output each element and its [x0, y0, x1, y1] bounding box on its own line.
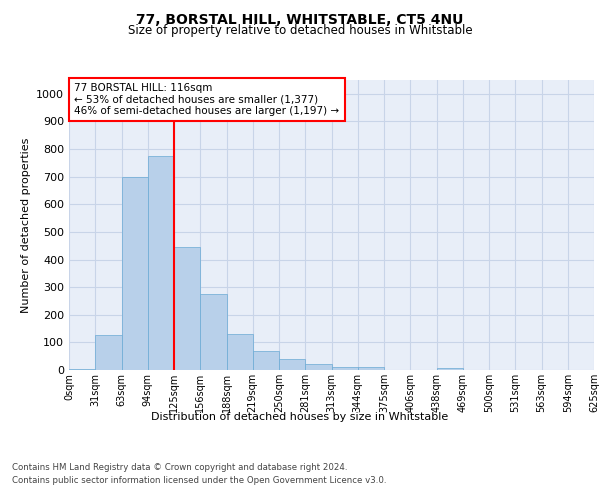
Bar: [358, 367, 384, 370]
Bar: [279, 359, 305, 370]
Text: Contains public sector information licensed under the Open Government Licence v3: Contains public sector information licen…: [12, 476, 386, 485]
Bar: [200, 294, 227, 370]
Bar: [148, 156, 174, 370]
Bar: [331, 366, 358, 370]
Bar: [121, 176, 148, 370]
Bar: [437, 368, 463, 370]
Text: 77 BORSTAL HILL: 116sqm
← 53% of detached houses are smaller (1,377)
46% of semi: 77 BORSTAL HILL: 116sqm ← 53% of detache…: [74, 83, 340, 116]
Bar: [95, 336, 121, 370]
Bar: [174, 247, 200, 370]
Text: Size of property relative to detached houses in Whitstable: Size of property relative to detached ho…: [128, 24, 472, 37]
Y-axis label: Number of detached properties: Number of detached properties: [20, 138, 31, 312]
Text: 77, BORSTAL HILL, WHITSTABLE, CT5 4NU: 77, BORSTAL HILL, WHITSTABLE, CT5 4NU: [136, 12, 464, 26]
Bar: [305, 364, 331, 370]
Bar: [253, 350, 279, 370]
Text: Contains HM Land Registry data © Crown copyright and database right 2024.: Contains HM Land Registry data © Crown c…: [12, 462, 347, 471]
Text: Distribution of detached houses by size in Whitstable: Distribution of detached houses by size …: [151, 412, 449, 422]
Bar: [69, 368, 95, 370]
Bar: [227, 334, 253, 370]
